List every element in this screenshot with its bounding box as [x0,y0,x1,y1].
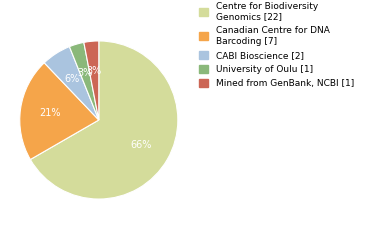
Text: 3%: 3% [78,68,93,78]
Legend: Centre for Biodiversity
Genomics [22], Canadian Centre for DNA
Barcoding [7], CA: Centre for Biodiversity Genomics [22], C… [198,0,356,90]
Wedge shape [84,41,99,120]
Text: 21%: 21% [40,108,61,118]
Text: 66%: 66% [131,139,152,150]
Wedge shape [30,41,178,199]
Text: 3%: 3% [87,66,102,76]
Wedge shape [20,63,99,160]
Wedge shape [44,47,99,120]
Text: 6%: 6% [65,74,80,84]
Wedge shape [70,42,99,120]
